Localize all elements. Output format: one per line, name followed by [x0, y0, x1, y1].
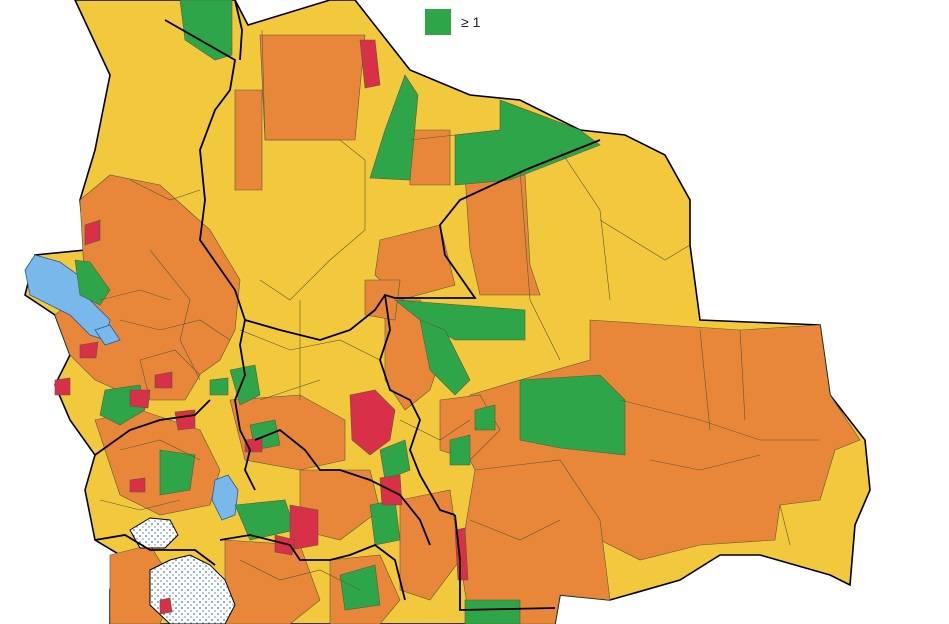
legend-swatch — [425, 9, 451, 35]
legend: ≥ 1 — [425, 9, 480, 35]
green-regions — [74, 0, 626, 624]
water-bodies — [24, 254, 239, 521]
red-regions — [54, 39, 469, 615]
municipal-lines — [99, 29, 820, 591]
legend-label: ≥ 1 — [461, 14, 481, 30]
department-borders — [94, 0, 601, 611]
